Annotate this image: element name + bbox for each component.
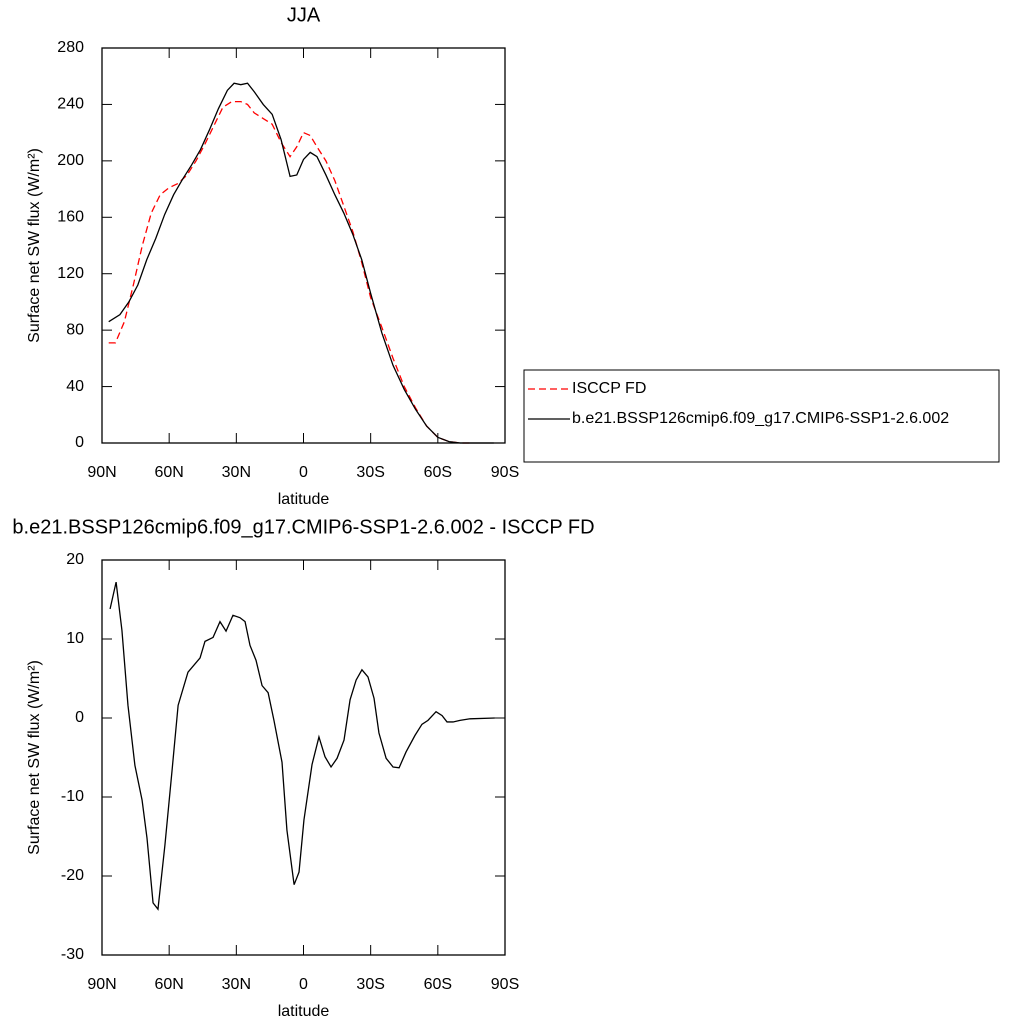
y-tick-label: -10 [61, 788, 84, 805]
y-tick-label: -30 [61, 946, 84, 963]
data-line [108, 100, 472, 444]
y-tick-label: 40 [66, 378, 84, 395]
y-tick-label: 200 [57, 152, 84, 169]
legend-label: ISCCP FD [572, 380, 646, 397]
x-tick-label: 30S [356, 976, 384, 993]
x-axis-label: latitude [278, 1003, 330, 1020]
x-tick-label: 30S [356, 464, 384, 481]
x-tick-label: 60S [424, 976, 452, 993]
data-line [109, 581, 495, 911]
y-tick-label: 0 [75, 434, 84, 451]
y-tick-label: 0 [75, 709, 84, 726]
plot-frame [101, 559, 506, 956]
legend-label: b.e21.BSSP126cmip6.f09_g17.CMIP6-SSP1-2.… [572, 410, 949, 427]
y-tick-label: 10 [66, 630, 84, 647]
legend-box [523, 369, 1000, 463]
plot-frame [101, 47, 506, 444]
x-tick-label: 0 [299, 976, 308, 993]
x-tick-label: 90S [491, 464, 519, 481]
y-axis-label: Surface net SW flux (W/m²) [26, 148, 43, 343]
chart-title: JJA [287, 4, 321, 26]
x-tick-label: 30N [222, 976, 251, 993]
x-tick-label: 60S [424, 464, 452, 481]
x-tick-label: 90N [87, 976, 116, 993]
x-tick-label: 60N [154, 464, 183, 481]
y-tick-label: 240 [57, 96, 84, 113]
y-tick-label: 120 [57, 265, 84, 282]
y-tick-label: 80 [66, 321, 84, 338]
y-tick-label: -20 [61, 867, 84, 884]
chart-title: b.e21.BSSP126cmip6.f09_g17.CMIP6-SSP1-2.… [12, 516, 594, 538]
x-axis-label: latitude [278, 491, 330, 508]
y-tick-label: 20 [66, 551, 84, 568]
x-tick-label: 90N [87, 464, 116, 481]
y-axis-label: Surface net SW flux (W/m²) [26, 660, 43, 855]
y-tick-label: 280 [57, 39, 84, 56]
x-tick-label: 60N [154, 976, 183, 993]
data-line [108, 82, 494, 444]
x-tick-label: 0 [299, 464, 308, 481]
x-tick-label: 90S [491, 976, 519, 993]
y-tick-label: 160 [57, 209, 84, 226]
x-tick-label: 30N [222, 464, 251, 481]
